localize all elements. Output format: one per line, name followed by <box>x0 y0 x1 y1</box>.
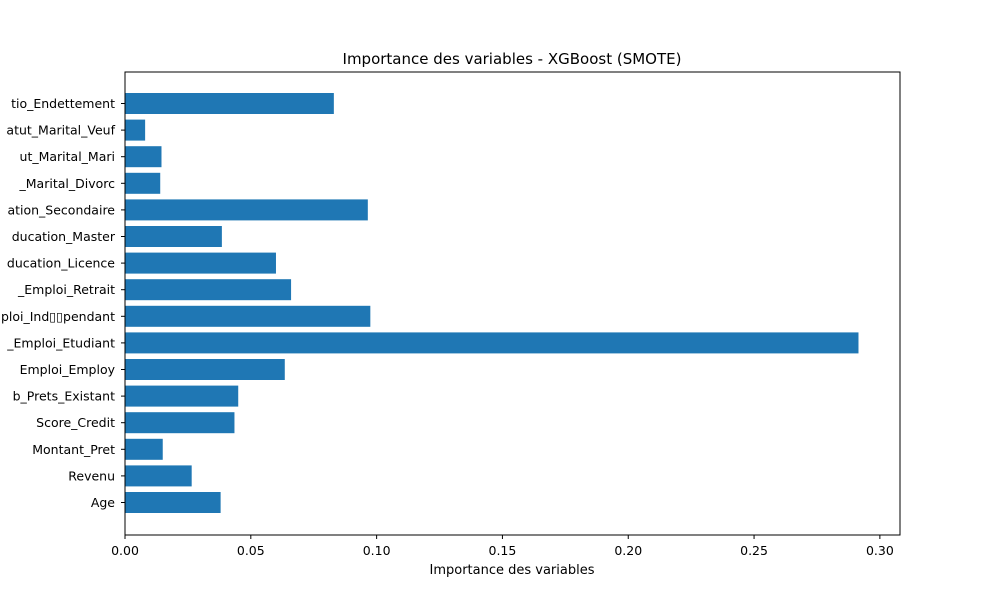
bar-type-emploi-indpendant <box>125 305 371 327</box>
x-tick-label: 0.05 <box>237 543 265 558</box>
bar-montant-pret <box>125 438 163 460</box>
x-tick-label: 0.20 <box>614 543 642 558</box>
y-tick-label: tio_Endettement <box>11 96 115 111</box>
y-tick-label: ploi_Ind▯▯pendant <box>1 309 115 324</box>
y-tick-label: ducation_Master <box>12 229 116 244</box>
bar-ratio-endettement <box>125 93 334 114</box>
x-tick-label: 0.10 <box>363 543 391 558</box>
bar-statut-marital-divorc <box>125 172 161 194</box>
bar-age <box>125 492 221 513</box>
y-tick-label: Revenu <box>68 468 115 483</box>
y-tick-label: _Emploi_Etudiant <box>6 335 115 350</box>
y-axis-ticks: Age Revenu Montant_Pret Score_Credit b_Prets… <box>1 96 125 510</box>
chart-title: Importance des variables - XGBoost (SMOT… <box>343 50 682 68</box>
y-tick-label: atut_Marital_Veuf <box>6 123 115 138</box>
x-tick-label: 0.00 <box>111 543 139 558</box>
y-tick-label: _Marital_Divorc <box>19 176 116 191</box>
bar-niveau-education-master <box>125 226 222 247</box>
bar-revenu <box>125 465 192 487</box>
y-tick-label: Age <box>91 495 115 510</box>
y-tick-label: b_Prets_Existant <box>13 389 115 404</box>
bar-statut-marital-veuf <box>125 119 146 141</box>
y-tick-label: Score_Credit <box>36 415 115 430</box>
y-tick-label: Emploi_Employ <box>20 362 116 377</box>
y-tick-label: ducation_Licence <box>7 256 115 271</box>
bar-statut-marital-mari <box>125 146 162 168</box>
x-tick-label: 0.15 <box>489 543 517 558</box>
bar-niveau-education-licence <box>125 252 276 274</box>
x-tick-label: 0.25 <box>740 543 768 558</box>
bar-type-emploi-retrait <box>125 279 292 301</box>
y-tick-label: Montant_Pret <box>32 442 115 457</box>
bars-group <box>125 93 859 513</box>
bar-score-credit <box>125 412 235 434</box>
plot-frame <box>124 71 901 536</box>
x-tick-label: 0.30 <box>866 543 894 558</box>
bar-niveau-education-secondaire <box>125 199 368 221</box>
y-tick-label: _Emploi_Retrait <box>17 282 115 297</box>
x-axis-ticks: 0.00 0.05 0.10 0.15 0.20 0.25 0.30 <box>111 535 894 558</box>
x-axis-label: Importance des variables <box>429 563 594 578</box>
bar-type-emploi-etudiant <box>125 332 859 354</box>
y-tick-label: ut_Marital_Mari <box>20 149 115 164</box>
bar-nb-prets-existant <box>125 385 239 407</box>
bar-type-emploi-employ <box>125 359 285 380</box>
y-tick-label: ation_Secondaire <box>7 202 115 217</box>
